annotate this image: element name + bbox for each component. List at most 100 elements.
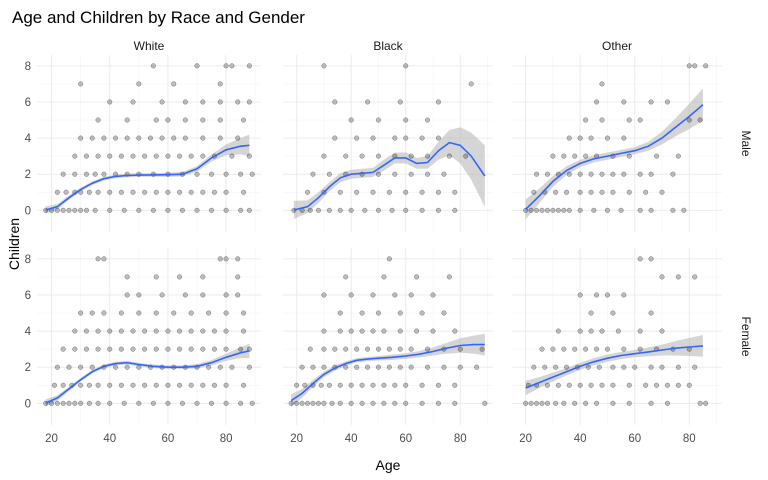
data-point (235, 99, 241, 105)
x-tick-label: 40 (345, 433, 358, 445)
data-point (370, 400, 376, 406)
data-point (348, 382, 354, 388)
data-point (648, 310, 654, 316)
data-point (604, 346, 611, 352)
data-point (610, 364, 616, 370)
data-point (659, 189, 665, 195)
data-point (101, 310, 107, 316)
data-point (142, 189, 148, 195)
data-point (553, 364, 559, 370)
data-point (577, 207, 583, 213)
data-point (364, 364, 371, 370)
data-point (165, 328, 171, 334)
data-point (424, 171, 431, 177)
data-point (130, 346, 136, 352)
x-tick-label: 40 (574, 433, 587, 445)
data-point (101, 171, 107, 177)
data-point (648, 171, 654, 177)
data-point (446, 153, 452, 159)
data-point (54, 400, 60, 406)
data-point (435, 99, 442, 105)
data-point (375, 346, 382, 352)
data-point (171, 81, 177, 87)
data-point (389, 207, 395, 213)
data-point (200, 99, 206, 105)
data-point (238, 346, 244, 352)
data-point (179, 207, 186, 213)
data-point (632, 364, 638, 370)
data-point (304, 189, 311, 195)
data-point (386, 189, 392, 195)
data-point (397, 310, 403, 316)
data-point (194, 171, 200, 177)
data-point (577, 189, 583, 195)
data-point (419, 135, 425, 141)
data-point (188, 382, 194, 388)
data-point (124, 135, 130, 141)
data-point (457, 346, 463, 352)
data-point (223, 382, 229, 388)
data-point (381, 400, 387, 406)
data-point (583, 346, 589, 352)
data-point (112, 364, 119, 370)
smooth-trend-line (290, 343, 485, 402)
data-point (302, 382, 308, 388)
data-point (424, 117, 431, 123)
data-point (101, 135, 107, 141)
data-point (435, 382, 442, 388)
data-point (211, 382, 218, 388)
data-point (153, 274, 159, 280)
data-point (675, 382, 681, 388)
data-point (408, 364, 414, 370)
data-point (246, 63, 252, 69)
data-point (588, 189, 594, 195)
data-point (659, 274, 665, 280)
data-point (359, 310, 365, 316)
data-point (703, 400, 709, 406)
data-point (670, 171, 676, 177)
data-point (403, 189, 409, 195)
data-point (86, 189, 92, 195)
data-point (599, 81, 605, 87)
data-point (653, 382, 660, 388)
data-point (176, 346, 183, 352)
data-point (626, 400, 632, 406)
data-point (599, 189, 605, 195)
data-point (348, 328, 354, 334)
data-point (392, 171, 398, 177)
data-point (343, 153, 349, 159)
y-tick-label: 8 (25, 61, 31, 73)
data-point (188, 189, 194, 195)
data-point (321, 292, 327, 298)
data-point (397, 346, 403, 352)
data-point (54, 364, 60, 370)
data-point (188, 153, 194, 159)
data-point (95, 117, 101, 123)
data-point (179, 400, 186, 406)
data-point (223, 292, 229, 298)
data-point (188, 346, 194, 352)
data-point (637, 117, 643, 123)
data-point (637, 171, 643, 177)
data-point (452, 400, 458, 406)
data-point (533, 400, 540, 406)
data-point (72, 400, 78, 406)
data-point (610, 189, 616, 195)
data-point (118, 310, 124, 316)
data-point (468, 81, 474, 87)
data-point (675, 274, 681, 280)
data-point (457, 364, 463, 370)
data-point (482, 400, 488, 406)
data-point (397, 364, 403, 370)
data-point (354, 135, 360, 141)
data-point (118, 346, 124, 352)
data-point (544, 400, 551, 406)
data-point (583, 153, 589, 159)
data-point (332, 346, 338, 352)
data-point (288, 400, 294, 406)
data-point (223, 256, 229, 262)
data-point (337, 189, 343, 195)
data-point (441, 364, 447, 370)
confidence-ribbon (45, 134, 250, 214)
data-point (246, 207, 252, 213)
